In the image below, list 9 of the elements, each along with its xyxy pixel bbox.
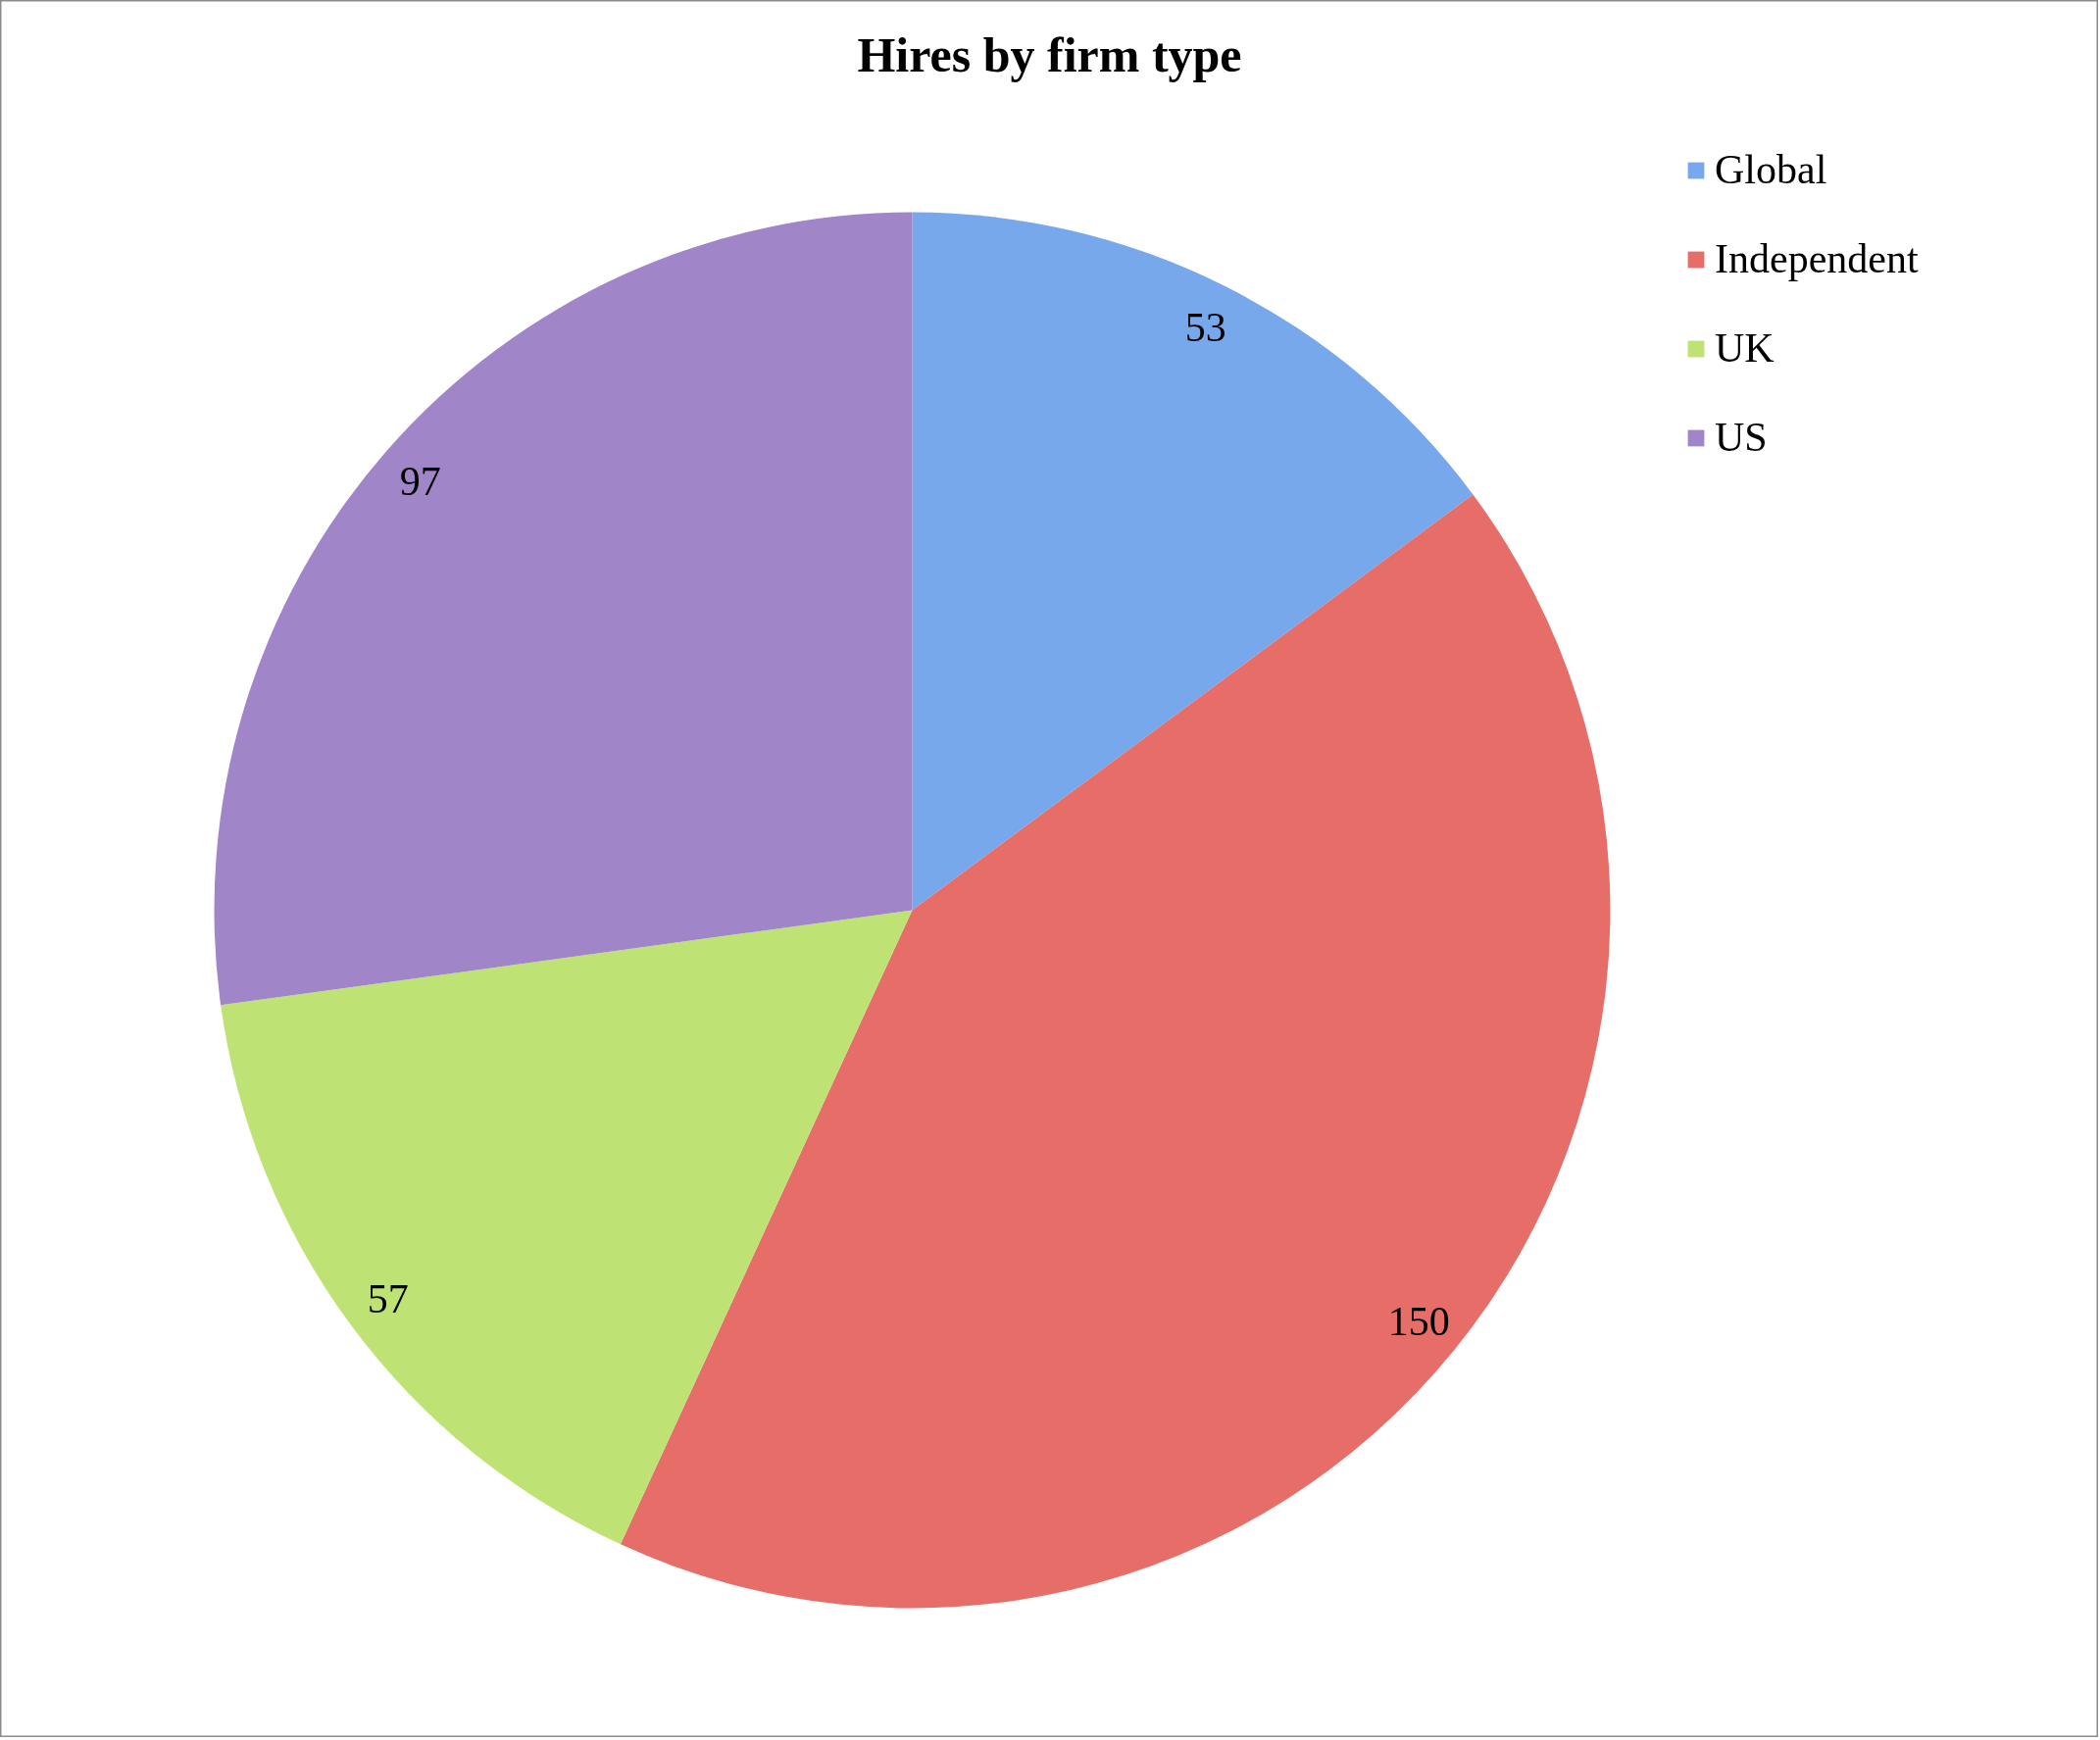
data-label: 53 [1184, 304, 1226, 350]
legend-label: US [1715, 414, 1768, 461]
data-label: 97 [399, 458, 441, 504]
legend-label: UK [1715, 324, 1775, 372]
data-label: 150 [1387, 1299, 1450, 1345]
legend-label: Global [1715, 146, 1827, 193]
legend-label: Independent [1715, 235, 1919, 282]
chart-title: Hires by firm type [857, 26, 1242, 82]
data-label: 57 [367, 1276, 409, 1321]
